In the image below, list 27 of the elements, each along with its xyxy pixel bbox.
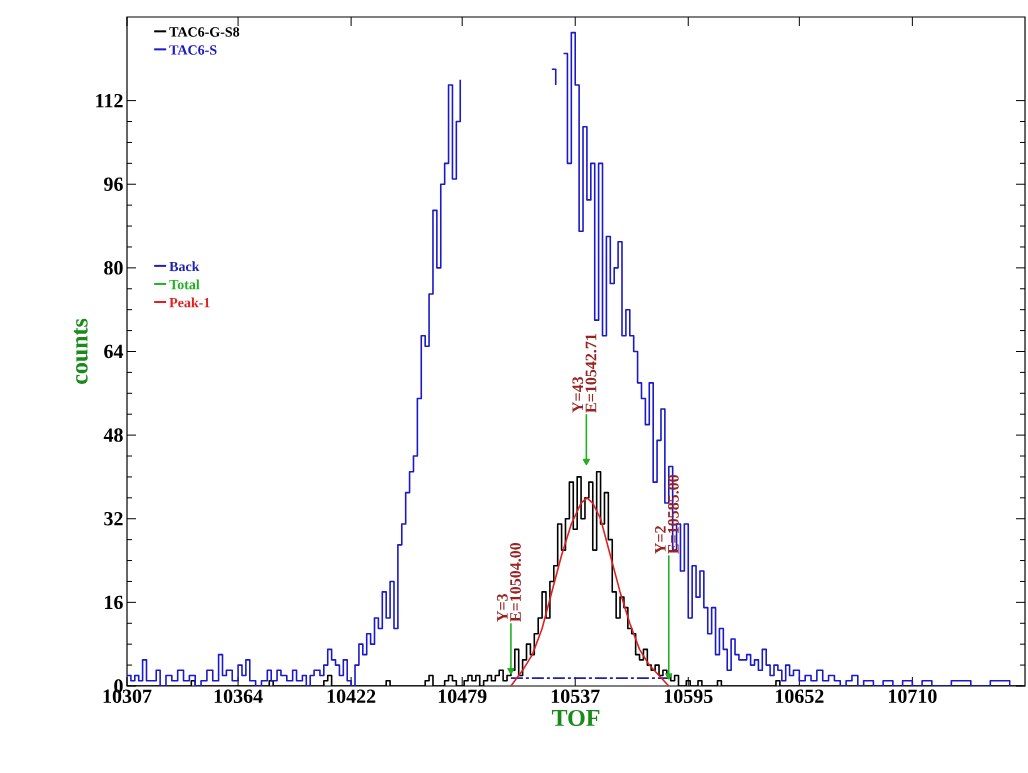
annotation: Y=3: [496, 593, 508, 622]
y-tick-label: 48: [103, 428, 123, 442]
legend-label: Total: [169, 279, 200, 290]
x-tick-label: 10364: [214, 689, 263, 704]
y-tick-label: 80: [104, 261, 123, 275]
legend-label: TAC6-S: [169, 45, 217, 55]
x-axis-title: TOF: [551, 709, 600, 727]
annotation: Y=43: [572, 376, 584, 413]
y-tick-label: 96: [104, 177, 123, 191]
annotation: E=10585.00: [667, 474, 679, 554]
y-tick-label: 64: [104, 344, 124, 359]
y-axis-title: counts: [73, 318, 88, 385]
annotation: Y=2: [654, 526, 666, 554]
x-tick-label: 10710: [888, 689, 937, 704]
legend-label: Peak-1: [169, 297, 210, 308]
legend-label: Back: [169, 261, 200, 272]
y-tick-label: 32: [104, 512, 123, 526]
x-tick-label: 10479: [438, 689, 487, 704]
x-tick-label: 10595: [664, 689, 713, 704]
x-tick-label: 10422: [327, 689, 376, 704]
y-tick-label: 112: [96, 94, 123, 108]
x-tick-label: 10652: [775, 689, 824, 704]
annotation: E=10542.71: [585, 334, 597, 413]
annotation: E=10504.00: [510, 542, 521, 622]
y-tick-label: 16: [105, 595, 123, 610]
x-tick-label: 10537: [551, 689, 600, 704]
legend-label: TAC6-G-S8: [169, 27, 240, 37]
